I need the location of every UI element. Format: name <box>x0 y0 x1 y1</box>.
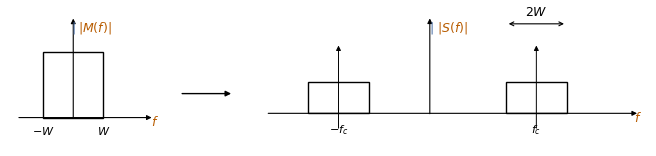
Text: $W$: $W$ <box>96 125 110 137</box>
Text: $f$: $f$ <box>634 111 642 125</box>
Bar <box>308 82 369 113</box>
Bar <box>43 52 104 118</box>
Text: $f$: $f$ <box>152 115 159 129</box>
Text: $|$: $|$ <box>71 20 75 36</box>
Text: $|$: $|$ <box>429 20 434 36</box>
Text: $|M(f)|$: $|M(f)|$ <box>78 20 112 36</box>
Text: $2W$: $2W$ <box>525 6 548 19</box>
Text: $|S(f)|$: $|S(f)|$ <box>438 20 468 36</box>
Bar <box>506 82 567 113</box>
Text: $f_c$: $f_c$ <box>531 123 541 137</box>
Text: $-f_c$: $-f_c$ <box>329 123 348 137</box>
Text: $-W$: $-W$ <box>32 125 54 137</box>
